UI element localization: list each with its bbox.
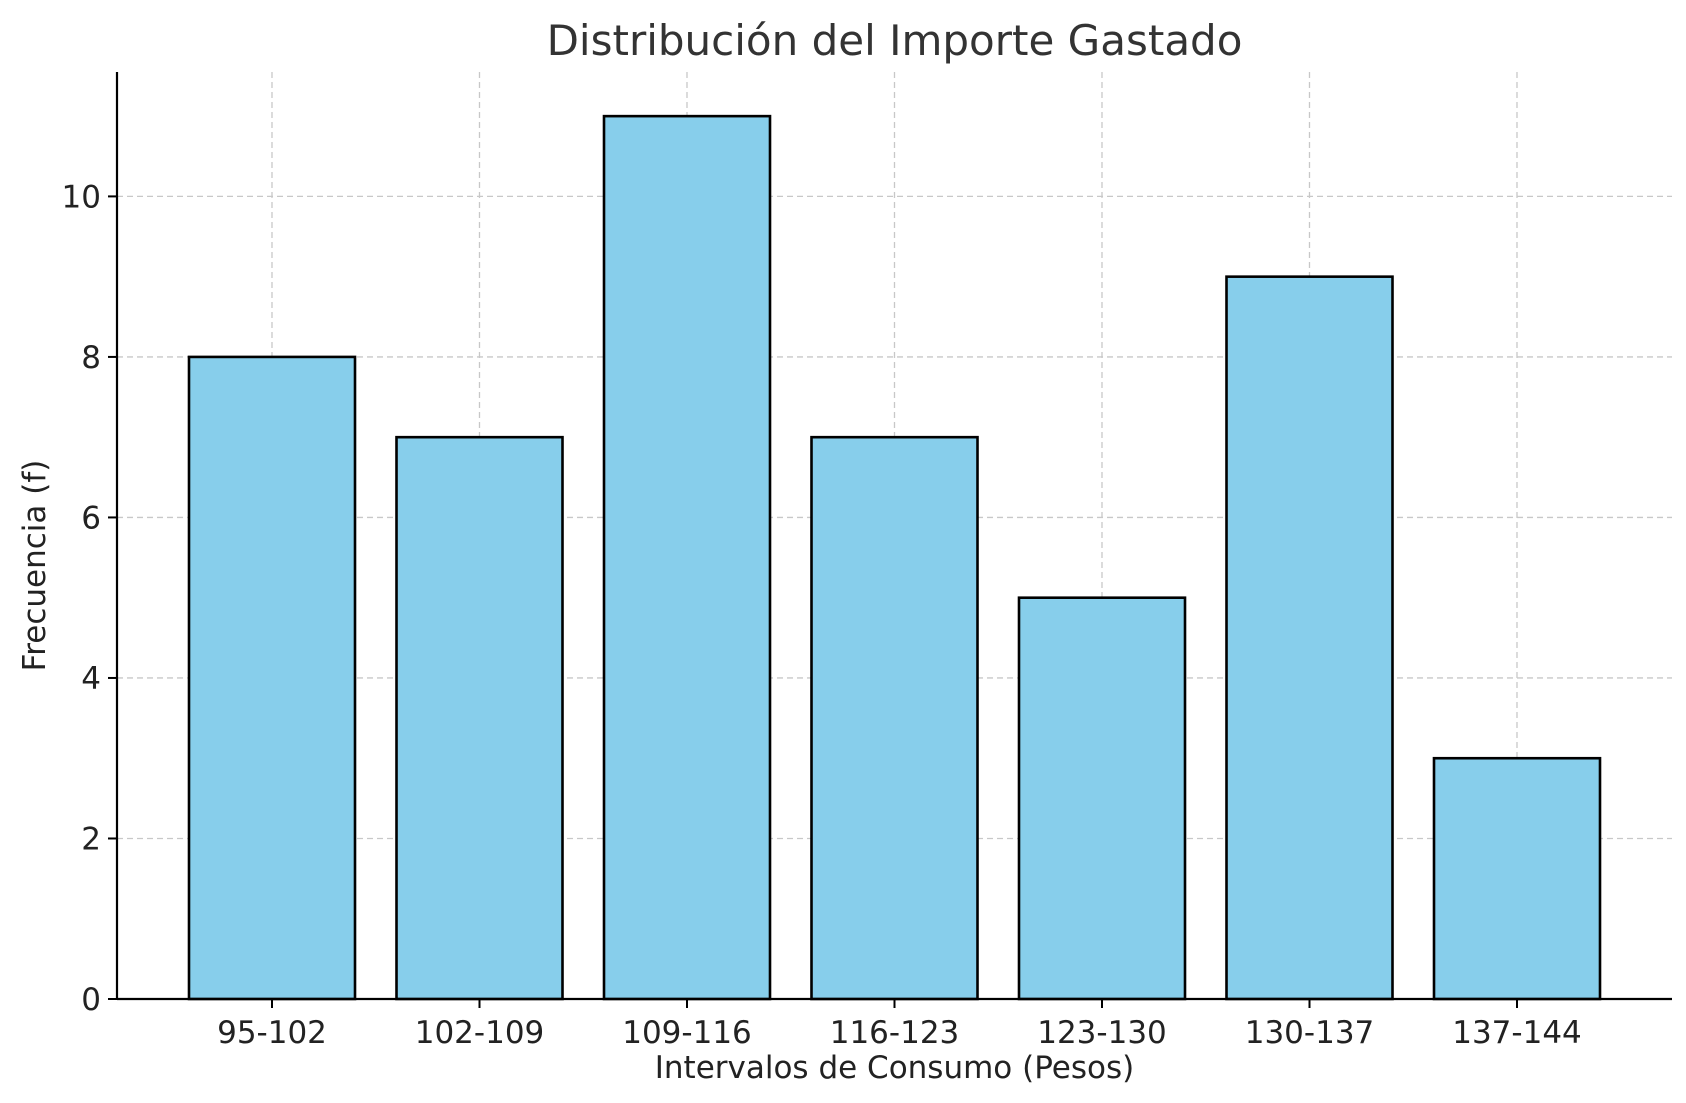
x-tick-label: 116-123 [830, 1015, 960, 1051]
bar-130-137 [1225, 275, 1394, 1001]
x-tick-label: 102-109 [415, 1015, 545, 1051]
bar-102-109 [395, 435, 564, 1001]
x-axis-label: Intervalos de Consumo (Pesos) [655, 1050, 1135, 1086]
bar-109-116 [602, 114, 772, 1001]
y-tick-label: 0 [81, 982, 101, 1018]
y-axis-label: Frecuencia (f) [17, 460, 53, 672]
bars [187, 114, 1602, 1001]
x-tick-label: 123-130 [1037, 1015, 1167, 1051]
x-tick-label: 95-102 [217, 1015, 327, 1051]
y-tick-label: 2 [81, 821, 101, 857]
y-tick-label: 6 [81, 500, 101, 536]
bar-95-102 [187, 355, 357, 1001]
x-tick-label: 109-116 [622, 1015, 752, 1051]
y-tick-label: 8 [81, 340, 101, 376]
x-tick-label: 137-144 [1452, 1015, 1582, 1051]
chart-title: Distribución del Importe Gastado [547, 16, 1243, 65]
bar-137-144 [1432, 756, 1602, 1001]
y-tick-label: 10 [62, 179, 101, 215]
x-tick-label: 130-137 [1245, 1015, 1375, 1051]
y-tick-label: 4 [81, 661, 101, 697]
ticks: 0 2 4 6 8 10 95-102 102-109 109-116 116-123 123-13… [62, 179, 1582, 1051]
bar-116-123 [810, 435, 979, 1001]
bar-123-130 [1017, 596, 1187, 1001]
